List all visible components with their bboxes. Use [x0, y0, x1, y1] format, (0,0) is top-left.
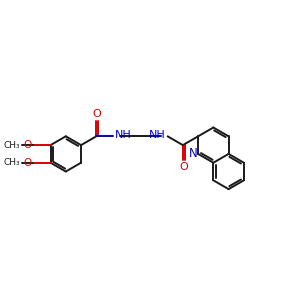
Text: O: O	[179, 162, 188, 172]
Text: NH: NH	[115, 130, 132, 140]
Text: N: N	[188, 147, 197, 161]
Text: NH: NH	[149, 130, 166, 140]
Text: O: O	[24, 158, 32, 168]
Text: O: O	[24, 140, 32, 150]
Text: CH₃: CH₃	[4, 141, 20, 150]
Text: O: O	[92, 110, 101, 119]
Text: CH₃: CH₃	[4, 158, 20, 167]
